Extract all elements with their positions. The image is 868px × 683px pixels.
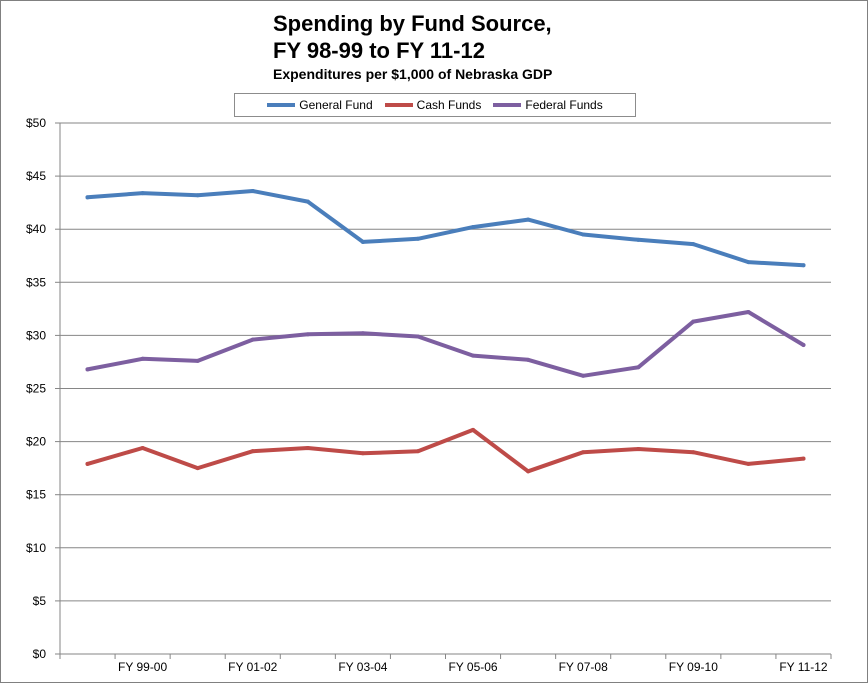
data-point-general-fund-5	[360, 239, 365, 244]
data-point-cash-funds-11	[691, 450, 696, 455]
data-point-cash-funds-6	[415, 449, 420, 454]
data-point-cash-funds-7	[471, 427, 476, 432]
data-point-federal-funds-12	[746, 310, 751, 315]
data-point-cash-funds-5	[360, 451, 365, 456]
data-point-cash-funds-10	[636, 447, 641, 452]
x-tick-label-5: FY 03-04	[338, 660, 387, 674]
data-point-general-fund-10	[636, 237, 641, 242]
y-tick-label-10: $50	[26, 116, 46, 130]
legend-swatch-cash-funds	[384, 103, 413, 107]
data-point-cash-funds-3	[250, 449, 255, 454]
y-tick-label-3: $15	[26, 488, 46, 502]
x-tick-label-9: FY 07-08	[559, 660, 608, 674]
data-point-federal-funds-3	[250, 337, 255, 342]
x-tick-label-3: FY 01-02	[228, 660, 277, 674]
y-tick-label-4: $20	[26, 435, 46, 449]
series-line-cash-funds	[85, 427, 806, 474]
data-point-general-fund-4	[305, 199, 310, 204]
data-point-general-fund-0	[85, 195, 90, 200]
chart-subtitle: Expenditures per $1,000 of Nebraska GDP	[273, 66, 553, 82]
x-tick-label-13: FY 11-12	[779, 660, 828, 674]
data-point-general-fund-6	[415, 236, 420, 241]
series-line-federal-funds	[85, 310, 806, 378]
legend-item-cash-funds: Cash Funds	[384, 98, 482, 112]
chart-title-line-1: Spending by Fund Source,	[273, 11, 552, 36]
data-point-federal-funds-6	[415, 334, 420, 339]
chart-title: Spending by Fund Source, FY 98-99 to FY …	[273, 10, 552, 64]
y-tick-label-9: $45	[26, 169, 46, 183]
data-point-general-fund-11	[691, 242, 696, 247]
data-point-federal-funds-11	[691, 319, 696, 324]
data-point-federal-funds-2	[195, 358, 200, 363]
legend-item-general-fund: General Fund	[267, 98, 373, 112]
data-point-general-fund-2	[195, 193, 200, 198]
data-point-general-fund-7	[471, 225, 476, 230]
chart-legend: General Fund Cash Funds Federal Funds	[234, 93, 636, 117]
y-tick-label-5: $25	[26, 382, 46, 396]
data-point-federal-funds-4	[305, 332, 310, 337]
legend-swatch-general-fund	[267, 103, 296, 107]
data-point-general-fund-12	[746, 260, 751, 265]
data-point-federal-funds-1	[140, 356, 145, 361]
y-tick-label-7: $35	[26, 275, 46, 289]
data-point-federal-funds-5	[360, 331, 365, 336]
series-line-general-fund	[85, 189, 806, 268]
y-tick-label-8: $40	[26, 222, 46, 236]
data-point-cash-funds-2	[195, 466, 200, 471]
data-point-general-fund-1	[140, 191, 145, 196]
data-point-general-fund-8	[526, 217, 531, 222]
data-point-cash-funds-4	[305, 445, 310, 450]
y-tick-label-2: $10	[26, 541, 46, 555]
legend-label-federal-funds: Federal Funds	[525, 98, 603, 112]
y-tick-label-0: $0	[33, 647, 47, 661]
data-point-federal-funds-8	[526, 357, 531, 362]
data-point-cash-funds-8	[526, 469, 531, 474]
data-point-cash-funds-1	[140, 445, 145, 450]
x-tick-label-1: FY 99-00	[118, 660, 167, 674]
legend-label-cash-funds: Cash Funds	[416, 98, 482, 112]
x-tick-label-11: FY 09-10	[669, 660, 718, 674]
data-point-federal-funds-0	[85, 367, 90, 372]
data-point-federal-funds-10	[636, 365, 641, 370]
data-point-cash-funds-13	[801, 456, 806, 461]
data-point-federal-funds-7	[471, 353, 476, 358]
data-point-federal-funds-13	[801, 342, 806, 347]
x-tick-label-7: FY 05-06	[448, 660, 497, 674]
data-point-general-fund-3	[250, 188, 255, 193]
data-point-general-fund-13	[801, 263, 806, 268]
legend-item-federal-funds: Federal Funds	[493, 98, 603, 112]
data-point-cash-funds-0	[85, 461, 90, 466]
y-tick-label-1: $5	[33, 594, 47, 608]
legend-swatch-federal-funds	[493, 103, 522, 107]
data-point-general-fund-9	[581, 232, 586, 237]
data-point-cash-funds-12	[746, 461, 751, 466]
chart-title-line-2: FY 98-99 to FY 11-12	[273, 38, 485, 63]
data-point-federal-funds-9	[581, 373, 586, 378]
y-tick-label-6: $30	[26, 328, 46, 342]
legend-label-general-fund: General Fund	[299, 98, 373, 112]
data-point-cash-funds-9	[581, 450, 586, 455]
